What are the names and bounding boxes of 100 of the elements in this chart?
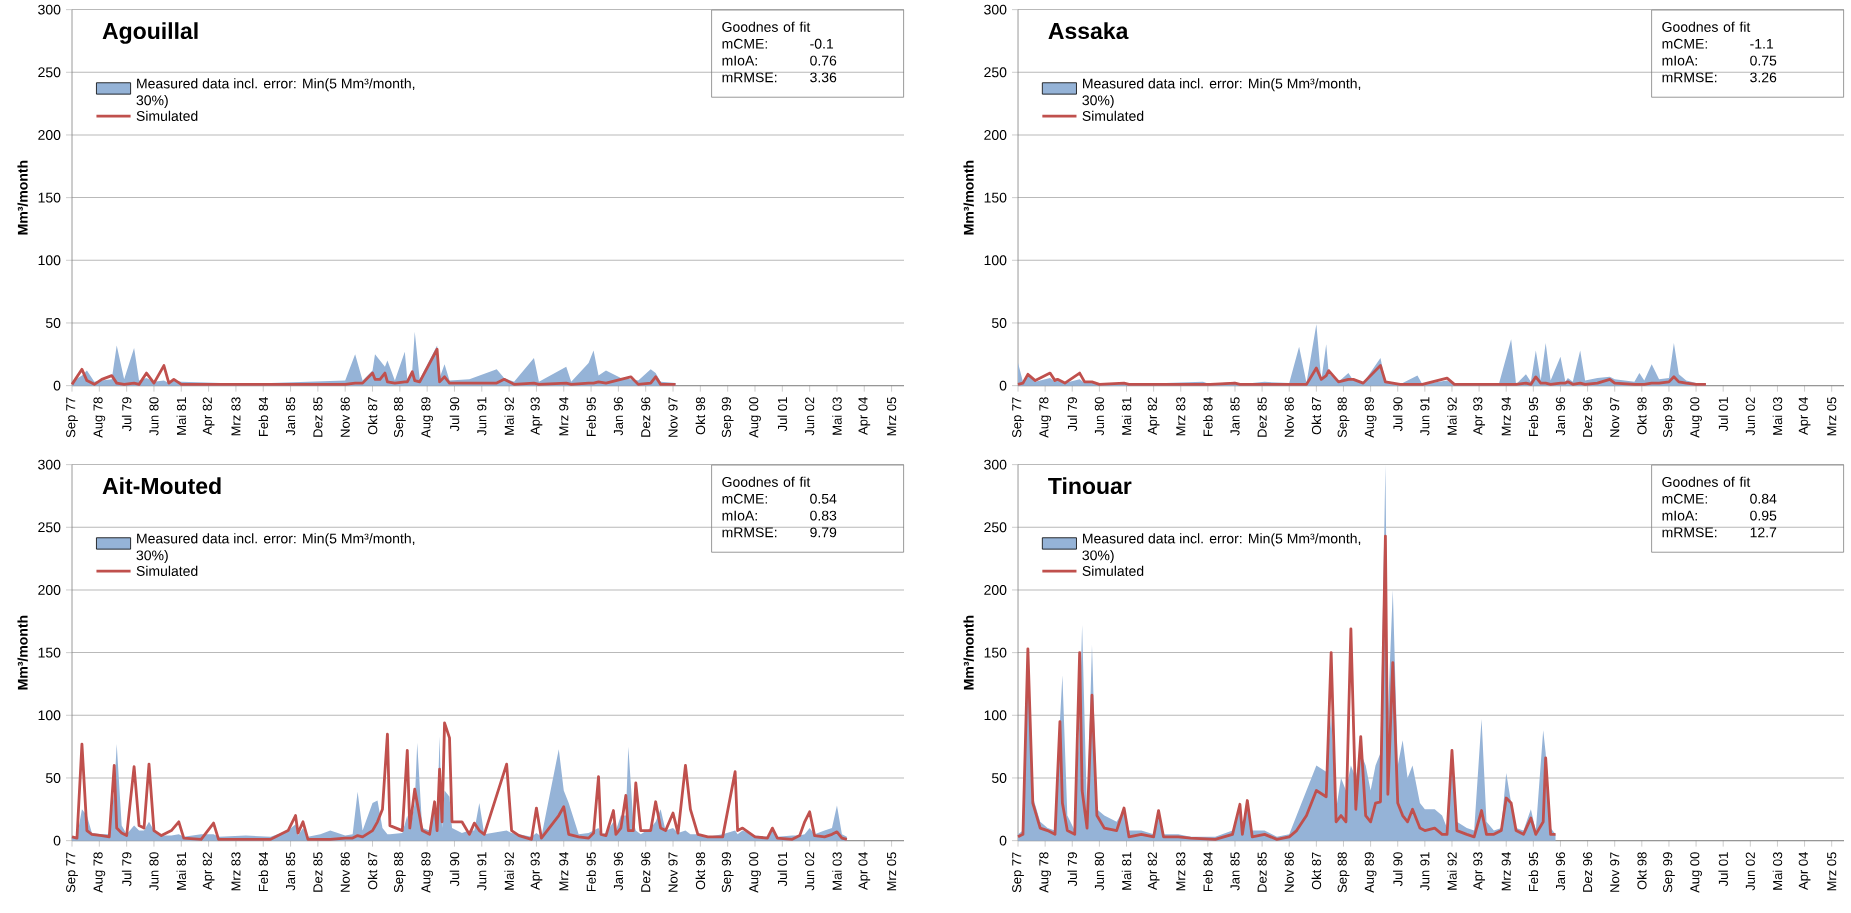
x-tick-label: Feb 95 [1528, 397, 1539, 437]
x-tick-label: Dez 85 [313, 397, 323, 437]
y-axis-title: Mm³/month [17, 160, 28, 235]
annotation: 0.95 [1750, 510, 1777, 521]
annotation: 0.76 [810, 55, 837, 66]
x-tick-label: Aug 00 [1690, 852, 1702, 894]
annotation: mIoA: [1662, 55, 1697, 66]
y-tick-label: 150 [38, 192, 61, 203]
chart-title: Ait-Mouted [102, 477, 221, 495]
x-tick-label: Mai 92 [1447, 397, 1457, 435]
x-tick-label: Sep 77 [66, 852, 78, 893]
x-tick-label: Mrz 94 [1501, 397, 1511, 436]
y-tick-label: 0 [999, 380, 1007, 391]
annotation: mIoA: [722, 510, 757, 521]
x-tick-label: Mrz 83 [1176, 397, 1186, 436]
x-tick-label: Mrz 94 [1501, 852, 1511, 891]
x-tick-label: Nov 86 [1284, 852, 1294, 892]
x-tick-label: Jul 01 [1718, 852, 1728, 887]
x-tick-label: Sep 99 [721, 852, 734, 893]
annotation: mRMSE: [722, 72, 777, 83]
chart-title: Assaka [1048, 22, 1129, 40]
x-tick-label: Mai 81 [1121, 852, 1132, 890]
x-tick-label: Feb 95 [1528, 852, 1539, 892]
x-tick-label: Jul 90 [449, 852, 460, 887]
x-tick-label: Jun 02 [1745, 852, 1755, 891]
x-tick-label: Mrz 05 [1827, 852, 1837, 891]
y-tick-label: 250 [38, 67, 61, 78]
x-tick-label: Apr 82 [1147, 397, 1160, 436]
annotation: 3.26 [1750, 72, 1777, 83]
x-tick-label: Feb 95 [586, 397, 596, 437]
annotation: -0.1 [810, 39, 834, 49]
x-tick-label: Feb 95 [586, 852, 596, 892]
x-tick-label: Mrz 83 [1176, 852, 1186, 891]
x-tick-label: Jul 90 [1392, 852, 1403, 887]
y-tick-label: 250 [984, 67, 1007, 78]
x-tick-label: Aug 00 [749, 397, 761, 439]
y-tick-label: 150 [984, 192, 1007, 203]
x-tick-label: Mrz 83 [231, 852, 241, 891]
annotation: mRMSE: [1662, 527, 1717, 538]
x-tick-label: Dez 96 [641, 852, 651, 892]
x-tick-label: Sep 88 [1337, 852, 1350, 893]
annotation: Goodnes of fit [722, 21, 811, 33]
x-tick-label: Mai 92 [504, 852, 514, 890]
x-tick-label: Feb 84 [1203, 397, 1213, 437]
x-tick-label: Jun 91 [1420, 852, 1430, 891]
annotation: 9.79 [810, 527, 837, 538]
x-tick-label: Mrz 83 [231, 397, 241, 436]
x-tick-label: Mai 92 [504, 397, 514, 435]
x-tick-label: Sep 77 [1012, 397, 1024, 438]
y-tick-label: 100 [38, 255, 61, 266]
x-tick-label: Apr 93 [530, 852, 543, 891]
x-tick-label: Okt 98 [1637, 852, 1647, 890]
legend-label: Simulated [1082, 565, 1144, 577]
y-tick-label: 150 [38, 647, 61, 658]
x-tick-label: Jan 96 [1555, 397, 1566, 436]
x-tick-label: Aug 78 [93, 397, 106, 439]
x-tick-label: Jun 80 [1094, 852, 1104, 891]
y-tick-label: 50 [991, 773, 1007, 784]
x-tick-label: Okt 98 [695, 397, 706, 435]
x-tick-label: Mai 81 [176, 852, 187, 890]
x-tick-label: Dez 85 [313, 852, 323, 892]
y-tick-label: 250 [38, 522, 61, 533]
legend-label: Measured data incl. error: Min(5 Mm³/month, 30%) [136, 533, 415, 564]
x-tick-label: Apr 93 [1473, 397, 1485, 436]
annotation: 0.84 [1750, 494, 1777, 504]
x-tick-label: Mai 03 [832, 397, 842, 435]
x-tick-label: Sep 99 [721, 397, 734, 438]
x-tick-label: Jun 02 [805, 397, 815, 436]
x-tick-label: Okt 98 [1637, 397, 1647, 435]
x-tick-label: Sep 88 [393, 397, 406, 438]
x-tick-label: Apr 93 [1473, 852, 1485, 891]
x-tick-label: Jan 96 [613, 852, 623, 891]
x-tick-label: Jun 91 [477, 852, 487, 891]
x-tick-label: Nov 97 [1610, 397, 1620, 437]
x-tick-label: Apr 04 [1798, 852, 1811, 891]
chart-title: Tinouar [1048, 477, 1132, 495]
x-tick-label: Dez 96 [1583, 397, 1593, 437]
annotation: mCME: [722, 39, 767, 49]
x-tick-label: Mai 92 [1447, 852, 1457, 890]
text: Agouillal [102, 22, 198, 44]
x-tick-label: Mrz 05 [1827, 397, 1837, 436]
x-tick-label: Aug 89 [421, 852, 434, 894]
x-tick-label: Jun 02 [1745, 397, 1755, 436]
x-tick-label: Okt 87 [1311, 852, 1322, 890]
x-tick-label: Feb 84 [1203, 852, 1213, 892]
x-tick-label: Sep 99 [1663, 397, 1675, 438]
x-tick-label: Nov 97 [668, 852, 678, 892]
x-tick-label: Apr 04 [858, 852, 871, 891]
x-tick-label: Sep 88 [393, 852, 406, 893]
annotation: Goodnes of fit [1662, 476, 1751, 488]
annotation: Goodnes of fit [1662, 21, 1751, 33]
x-tick-label: Sep 99 [1663, 852, 1675, 893]
x-tick-label: Aug 00 [1690, 397, 1702, 439]
x-tick-label: Jan 96 [613, 397, 623, 436]
x-tick-label: Jan 85 [285, 397, 296, 436]
annotation: -1.1 [1750, 39, 1774, 49]
x-tick-label: Jul 01 [777, 397, 788, 432]
legend-label: Measured data incl. error: Min(5 Mm³/month, 30%) [1082, 78, 1361, 109]
x-tick-label: Feb 84 [258, 852, 269, 892]
annotation: mCME: [722, 494, 767, 504]
